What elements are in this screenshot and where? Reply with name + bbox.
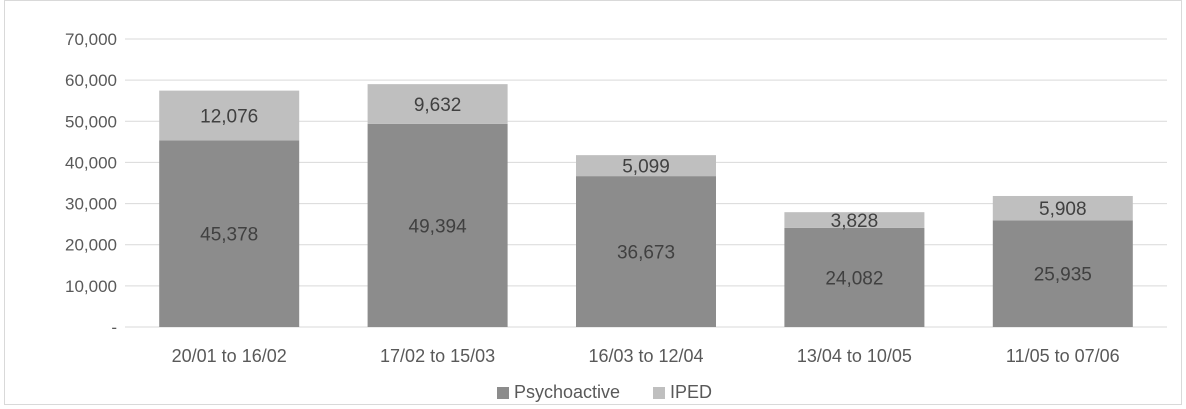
- legend-label-psychoactive: Psychoactive: [514, 382, 620, 402]
- legend: Psychoactive IPED: [497, 382, 712, 402]
- y-tick-label: 60,000: [65, 71, 117, 90]
- bar-segment-iped: [992, 195, 1133, 221]
- data-label-psychoactive: 24,082: [825, 268, 883, 289]
- bar-segment-psychoactive: [992, 220, 1133, 327]
- bar-segment-psychoactive: [367, 123, 508, 328]
- bar-segment-iped: [576, 155, 716, 177]
- legend-swatch-iped: [653, 387, 665, 399]
- x-tick-label: 13/04 to 10/05: [797, 346, 912, 366]
- x-tick-label: 16/03 to 12/04: [588, 346, 703, 366]
- y-axis-ticks: - 10,000 20,000 30,000 40,000 50,000 60,000 70,…: [65, 30, 117, 337]
- y-tick-label: 10,000: [65, 277, 117, 296]
- y-tick-label: 70,000: [65, 30, 117, 49]
- data-label-psychoactive: 36,673: [617, 243, 675, 264]
- bar-segment-iped: [784, 212, 925, 228]
- data-labels: 45,378 12,076 49,394 9,632 36,673 5,099 24,082…: [200, 95, 1092, 289]
- x-axis-ticks: 20/01 to 16/02 17/02 to 15/03 16/03 to 12/…: [172, 346, 1120, 366]
- x-tick-label: 11/05 to 07/06: [1006, 346, 1120, 366]
- y-tick-label: -: [111, 318, 117, 337]
- data-label-iped: 9,632: [414, 95, 462, 116]
- bars: [159, 84, 1133, 328]
- data-label-psychoactive: 49,394: [409, 216, 468, 237]
- stacked-bar-chart: - 10,000 20,000 30,000 40,000 50,000 60,000 70,…: [65, 30, 1167, 402]
- data-label-psychoactive: 25,935: [1034, 265, 1092, 286]
- y-tick-label: 50,000: [65, 112, 117, 131]
- data-label-iped: 5,099: [622, 157, 670, 178]
- legend-swatch-psychoactive: [497, 387, 509, 399]
- data-label-psychoactive: 45,378: [200, 225, 258, 246]
- x-tick-label: 17/02 to 15/03: [380, 346, 495, 366]
- data-label-iped: 12,076: [200, 106, 258, 127]
- bar-segment-iped: [367, 84, 508, 124]
- data-label-iped: 5,908: [1039, 199, 1087, 220]
- x-tick-label: 20/01 to 16/02: [172, 346, 287, 366]
- bar-segment-psychoactive: [159, 140, 300, 327]
- legend-label-iped: IPED: [670, 382, 712, 402]
- y-tick-label: 30,000: [65, 195, 117, 214]
- bar-segment-psychoactive: [576, 176, 716, 327]
- chart-frame: - 10,000 20,000 30,000 40,000 50,000 60,000 70,…: [4, 0, 1182, 405]
- y-tick-label: 40,000: [65, 153, 117, 172]
- data-label-iped: 3,828: [831, 211, 879, 232]
- bar-segment-psychoactive: [784, 227, 925, 327]
- bar-segment-iped: [159, 90, 300, 141]
- y-tick-label: 20,000: [65, 236, 117, 255]
